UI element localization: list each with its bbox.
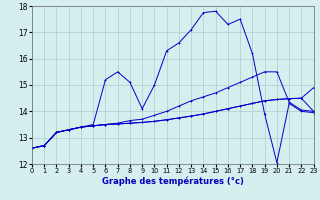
X-axis label: Graphe des températures (°c): Graphe des températures (°c) xyxy=(102,177,244,186)
